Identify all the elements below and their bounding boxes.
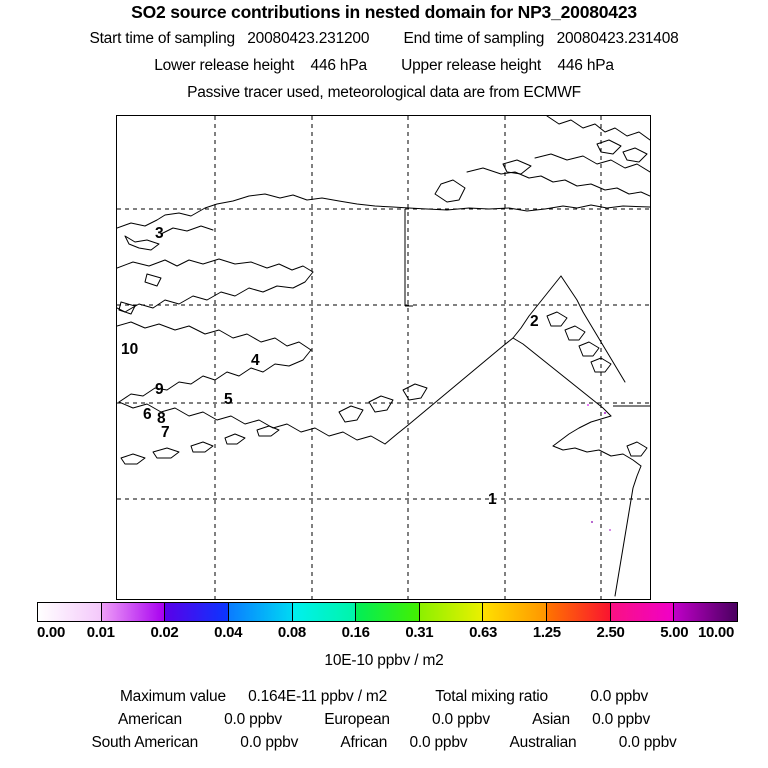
footer-row-max: Maximum value 0.164E-11 ppbv / m2 Total …	[0, 688, 768, 706]
colorbar-segment-2	[164, 603, 228, 621]
map-svg	[117, 116, 650, 599]
region-asian-value: 0.0 ppbv	[592, 711, 650, 728]
colorbar-tick-labels: 0.00 0.01 0.02 0.04 0.08 0.16 0.31 0.63 1.25 2.50…	[0, 624, 768, 642]
lower-release-height-value: 446 hPa	[310, 57, 368, 74]
colorbar-segment-0	[38, 603, 101, 621]
region-australian-value: 0.0 ppbv	[618, 734, 677, 751]
coastline-alaska-peninsula	[118, 275, 562, 445]
max-value: 0.164E-11 ppbv / m2	[248, 688, 388, 705]
colorbar-tick-4: 0.08	[277, 624, 306, 641]
end-time-label: End time of sampling	[403, 30, 545, 47]
coastline-north	[117, 193, 650, 251]
station-marker-4: 4	[251, 352, 260, 369]
plume-pixel	[609, 529, 611, 531]
coastline-kodiak	[338, 383, 428, 423]
colorbar-tick-1: 0.01	[86, 624, 115, 641]
political-borders	[404, 209, 650, 407]
region-african-label: African	[340, 734, 388, 751]
colorbar-tick-3: 0.04	[214, 624, 243, 641]
colorbar-segment-8	[546, 603, 610, 621]
region-american-label: American	[118, 711, 182, 728]
station-marker-2: 2	[530, 313, 539, 330]
coastline-southeast-alaska	[512, 275, 626, 417]
tracer-note: Passive tracer used, meteorological data…	[187, 84, 581, 101]
max-value-label: Maximum value	[119, 688, 226, 705]
plume-pixel	[604, 412, 606, 414]
page-title: SO2 source contributions in nested domai…	[131, 2, 637, 22]
coastline-aleutians	[120, 425, 280, 465]
colorbar-tick-9: 2.50	[596, 624, 625, 641]
region-south-american-label: South American	[91, 734, 199, 751]
colorbar-tick-8: 1.25	[532, 624, 561, 641]
colorbar-unit-label: 10E-10 ppbv / m2	[324, 652, 444, 669]
plume-pixel	[591, 521, 593, 523]
region-asian-label: Asian	[532, 711, 570, 728]
colorbar-tick-2: 0.02	[150, 624, 179, 641]
total-mixing-ratio-value: 0.0 ppbv	[590, 688, 649, 705]
station-marker-6: 6	[143, 406, 152, 423]
colorbar-segment-4	[291, 603, 356, 621]
lower-release-height-label: Lower release height	[154, 57, 295, 74]
station-marker-7: 7	[161, 424, 170, 441]
region-african-value: 0.0 ppbv	[409, 734, 468, 751]
colorbar-tick-7: 0.63	[469, 624, 498, 641]
station-marker-1: 1	[488, 491, 497, 508]
colorbar-tick-5: 0.16	[341, 624, 370, 641]
region-american-value: 0.0 ppbv	[224, 711, 282, 728]
coastline-west-alaska	[117, 258, 314, 351]
total-mixing-ratio-label: Total mixing ratio	[435, 688, 548, 705]
sampling-time-row: Start time of sampling 20080423.231200 E…	[0, 30, 768, 48]
colorbar-tick-11: 10.00	[697, 624, 735, 641]
footer-row-regions-1: American 0.0 ppbv European 0.0 ppbv Asia…	[0, 711, 768, 729]
colorbar-segment-9	[609, 603, 674, 621]
region-european-value: 0.0 ppbv	[432, 711, 490, 728]
station-marker-8: 8	[157, 410, 166, 427]
colorbar-tick-10: 5.00	[660, 624, 689, 641]
region-european-label: European	[324, 711, 390, 728]
station-marker-3: 3	[155, 225, 164, 242]
colorbar-segment-1	[100, 603, 165, 621]
colorbar-segment-5	[355, 603, 419, 621]
station-marker-5: 5	[224, 391, 233, 408]
map-gridlines	[117, 116, 650, 599]
station-marker-10: 10	[121, 341, 139, 358]
upper-release-height-label: Upper release height	[401, 57, 542, 74]
colorbar-segment-3	[227, 603, 292, 621]
plume-pixel	[587, 404, 589, 406]
colorbar-segment-7	[482, 603, 547, 621]
footer-row-regions-2: South American 0.0 ppbv African 0.0 ppbv…	[0, 734, 768, 752]
release-height-row: Lower release height 446 hPa Upper relea…	[0, 57, 768, 75]
coastline-west-coast	[552, 415, 648, 597]
upper-release-height-value: 446 hPa	[557, 57, 614, 74]
colorbar[interactable]	[37, 602, 738, 622]
region-australian-label: Australian	[509, 734, 577, 751]
start-time-label: Start time of sampling	[89, 30, 235, 47]
map-plot-area[interactable]: 1 2 3 4 5 6 7 8 9 10	[116, 115, 651, 600]
region-south-american-value: 0.0 ppbv	[240, 734, 299, 751]
coastline-arctic-islands	[434, 116, 650, 203]
colorbar-tick-6: 0.31	[405, 624, 434, 641]
station-marker-9: 9	[155, 381, 164, 398]
end-time-value: 20080423.231408	[556, 30, 679, 47]
colorbar-tick-0: 0.00	[37, 624, 65, 641]
colorbar-segment-6	[418, 603, 483, 621]
colorbar-segment-10	[673, 603, 738, 621]
start-time-value: 20080423.231200	[247, 30, 370, 47]
